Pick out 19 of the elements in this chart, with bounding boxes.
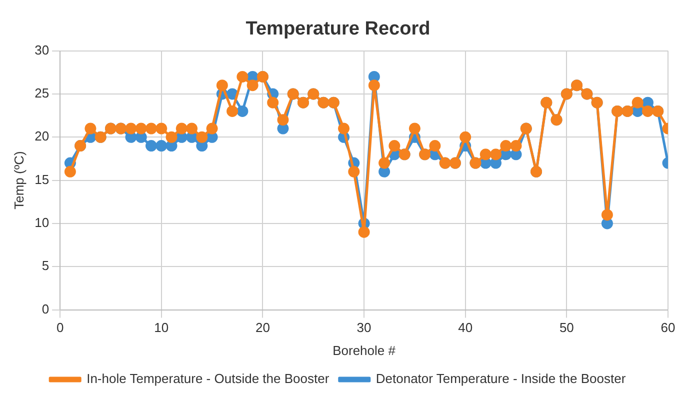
x-tick-label: 50 — [559, 320, 574, 336]
y-tick-label: 15 — [34, 172, 50, 187]
x-axis-title: Borehole # — [332, 342, 396, 358]
x-tick-label: 20 — [255, 320, 270, 336]
x-tick-label: 40 — [458, 320, 473, 336]
y-tick-label: 10 — [34, 215, 50, 230]
x-tick-label: 0 — [56, 320, 64, 336]
x-tick-label: 10 — [154, 320, 169, 336]
legend-label: Detonator Temperature - Inside the Booster — [376, 371, 626, 386]
y-tick-label: 5 — [42, 258, 50, 274]
chart-title: Temperature Record — [246, 18, 430, 40]
legend-label: In-hole Temperature - Outside the Booster — [86, 371, 330, 386]
y-axis-title: Temp (ºC) — [11, 151, 26, 210]
x-tick-label: 30 — [356, 320, 372, 336]
y-tick-label: 30 — [34, 42, 50, 58]
y-tick-label: 0 — [42, 301, 50, 316]
y-tick-label: 25 — [34, 86, 50, 101]
x-tick-label: 60 — [660, 320, 676, 336]
y-tick-label: 20 — [34, 128, 50, 144]
